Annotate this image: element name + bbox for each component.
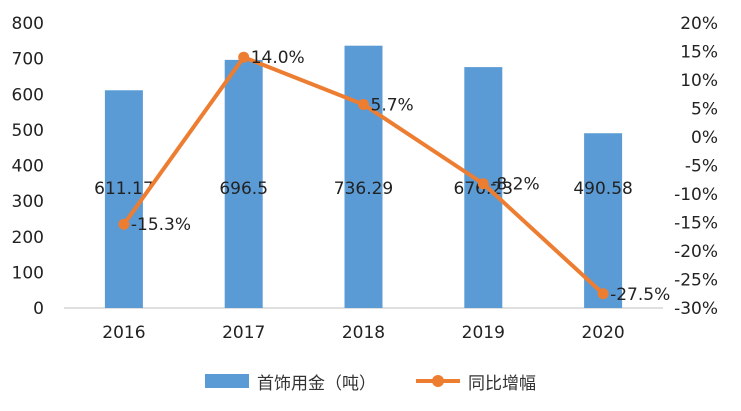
legend-line-label: 同比增幅: [468, 373, 536, 394]
legend-item-line: 同比增幅: [416, 369, 536, 394]
x-axis-tick-label: 2020: [581, 323, 624, 343]
right-axis-tick-label: 20%: [680, 14, 718, 34]
right-axis-tick-label: -30%: [674, 299, 718, 319]
legend-line-swatch: [416, 374, 460, 388]
right-axis-tick-label: -15%: [674, 214, 718, 234]
x-axis-tick-label: 2016: [102, 323, 145, 343]
growth-marker: [118, 218, 130, 230]
bar-series: [104, 45, 623, 309]
bar-value-label: 490.58: [573, 179, 632, 199]
line-value-labels: -15.3% 14.0% 5.7% -8.2% -27.5%: [131, 48, 670, 305]
left-axis-tick-label: 400: [12, 157, 44, 177]
bar-value-label: 696.5: [219, 179, 268, 199]
line-series: [118, 51, 609, 300]
x-axis-tick-label: 2018: [342, 323, 385, 343]
bar: [224, 59, 263, 309]
left-axis-ticks: 0 100 200 300 400 500 600 700 800: [12, 14, 44, 319]
left-axis-tick-label: 700: [12, 50, 44, 70]
line-value-label: -15.3%: [131, 215, 191, 235]
growth-marker: [238, 51, 250, 63]
left-axis-tick-label: 500: [12, 121, 44, 141]
left-axis-tick-label: 600: [12, 85, 44, 105]
left-axis-tick-label: 200: [12, 228, 44, 248]
right-axis-tick-label: 0%: [691, 128, 718, 148]
right-axis-ticks: -30% -25% -20% -15% -10% -5% 0% 5% 10% 15% 20%: [674, 14, 718, 319]
x-axis-tick-label: 2017: [222, 323, 265, 343]
right-axis-tick-label: -10%: [674, 185, 718, 205]
bar-value-label: 611.17: [94, 179, 153, 199]
bar: [104, 90, 143, 308]
growth-marker: [477, 178, 489, 190]
line-value-label: -8.2%: [490, 175, 539, 195]
line-value-label: 14.0%: [251, 48, 305, 68]
right-axis-tick-label: -20%: [674, 242, 718, 262]
left-axis-tick-label: 800: [12, 14, 44, 34]
x-axis-tick-label: 2019: [462, 323, 505, 343]
growth-marker: [358, 99, 369, 111]
legend-bar-label: 首饰用金（吨）: [257, 373, 376, 394]
bar-value-label: 736.29: [334, 179, 393, 199]
growth-marker: [597, 288, 609, 300]
left-axis-tick-label: 0: [33, 299, 44, 319]
bar: [344, 45, 383, 308]
x-axis-labels: 2016 2017 2018 2019 2020: [102, 323, 624, 343]
legend-item-bars: 首饰用金（吨）: [205, 369, 376, 394]
right-axis-tick-label: 15%: [680, 43, 718, 63]
left-axis-tick-label: 100: [12, 263, 44, 283]
right-axis-tick-label: 10%: [680, 71, 718, 91]
line-value-label: -27.5%: [610, 285, 670, 305]
right-axis-tick-label: -5%: [685, 157, 718, 177]
left-axis-tick-label: 300: [12, 192, 44, 212]
legend: 首饰用金（吨） 同比增幅: [0, 366, 741, 396]
bar: [584, 133, 623, 308]
legend-bar-swatch: [205, 374, 249, 388]
right-axis-tick-label: -25%: [674, 271, 718, 291]
right-axis-tick-label: 5%: [691, 100, 718, 120]
line-value-label: 5.7%: [371, 96, 414, 116]
